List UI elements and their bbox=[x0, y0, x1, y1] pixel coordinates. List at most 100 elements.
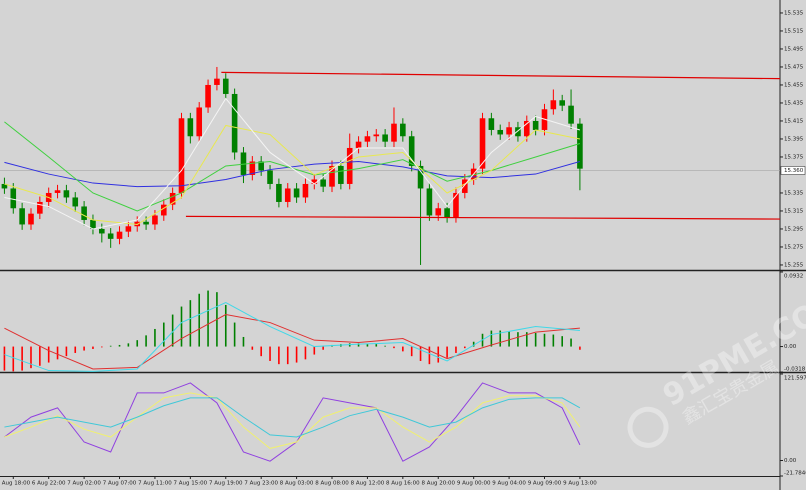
x-tick-label: 7 Aug 11:00 bbox=[138, 481, 172, 487]
histogram-bar bbox=[499, 330, 502, 347]
candle-body bbox=[205, 84, 211, 108]
histogram-bar bbox=[154, 328, 156, 347]
x-tick-label: 6 Aug 18:00 bbox=[0, 481, 31, 487]
candle-body bbox=[329, 165, 335, 187]
candle-body bbox=[488, 118, 495, 130]
candle-body bbox=[559, 100, 566, 106]
y-tick-label: 15.255 bbox=[784, 262, 804, 268]
x-tick-label: 9 Aug 13:00 bbox=[563, 481, 597, 487]
candle-body bbox=[143, 221, 149, 225]
candle-body bbox=[178, 118, 185, 193]
histogram-bar bbox=[295, 346, 298, 363]
histogram-bar bbox=[224, 304, 227, 347]
candle-body bbox=[311, 179, 318, 184]
y-tick-label: 15.495 bbox=[784, 46, 804, 52]
y-tick-label: -0.0318 bbox=[784, 367, 806, 373]
candle-body bbox=[107, 233, 114, 239]
candle-body bbox=[63, 190, 70, 198]
candle-body bbox=[10, 188, 17, 209]
candle-body bbox=[346, 147, 353, 184]
candle-body bbox=[426, 188, 433, 216]
candle-body bbox=[444, 208, 450, 218]
histogram-bar bbox=[189, 300, 192, 347]
candle-body bbox=[400, 123, 406, 137]
indicator-line bbox=[4, 392, 581, 449]
trendline bbox=[221, 71, 781, 80]
y-tick-label: 0.00 bbox=[784, 458, 797, 464]
histogram-bar bbox=[286, 346, 289, 365]
histogram-bar bbox=[101, 346, 103, 348]
candle-body bbox=[338, 165, 344, 184]
histogram-bar bbox=[419, 346, 422, 361]
histogram-bar bbox=[39, 346, 41, 366]
trendline bbox=[185, 215, 781, 220]
last-price-label: 15.360 bbox=[784, 168, 804, 174]
x-tick-label: 7 Aug 23:00 bbox=[244, 481, 278, 487]
histogram-bar bbox=[375, 344, 378, 347]
histogram-bar bbox=[278, 346, 280, 365]
x-tick-label: 7 Aug 02:00 bbox=[67, 481, 101, 487]
x-tick-label: 7 Aug 19:00 bbox=[209, 481, 243, 487]
histogram-bar bbox=[366, 344, 369, 347]
histogram-bar bbox=[561, 336, 564, 347]
histogram-bar bbox=[56, 346, 59, 360]
histogram-bar bbox=[410, 346, 413, 357]
histogram-bar bbox=[136, 340, 139, 347]
y-tick-label: 15.295 bbox=[784, 226, 804, 232]
candle-body bbox=[196, 107, 203, 137]
candle-body bbox=[515, 127, 521, 137]
candle-body bbox=[523, 120, 530, 137]
candle-body bbox=[258, 161, 264, 171]
indicator-line bbox=[4, 302, 580, 372]
histogram-bar bbox=[30, 346, 32, 369]
histogram-bar bbox=[508, 331, 510, 347]
histogram-bar bbox=[3, 346, 6, 371]
histogram-bar bbox=[109, 345, 112, 347]
candle-body bbox=[116, 231, 123, 239]
histogram-bar bbox=[242, 336, 245, 347]
y-tick-label: 15.535 bbox=[784, 10, 804, 16]
y-tick-label: 15.515 bbox=[784, 28, 804, 34]
histogram-bar bbox=[543, 333, 546, 347]
candle-body bbox=[577, 123, 583, 169]
candle-body bbox=[435, 208, 442, 216]
histogram-bar bbox=[145, 335, 147, 347]
histogram-bar bbox=[260, 346, 262, 357]
candle-body bbox=[28, 213, 34, 225]
histogram-bar bbox=[464, 346, 466, 349]
histogram-bar bbox=[579, 346, 581, 350]
candle-body bbox=[267, 170, 273, 184]
histogram-bar bbox=[12, 346, 15, 372]
candle-body bbox=[37, 201, 43, 214]
histogram-bar bbox=[233, 322, 236, 347]
indicator-line bbox=[4, 314, 580, 370]
last-price-box bbox=[780, 166, 806, 175]
candle-body bbox=[249, 161, 256, 175]
y-tick-label: 0.0932 bbox=[784, 274, 803, 280]
x-tick-label: 9 Aug 04:00 bbox=[492, 481, 526, 487]
candle-body bbox=[506, 127, 512, 135]
histogram-bar bbox=[83, 346, 85, 351]
histogram-bar bbox=[47, 346, 50, 363]
x-tick-label: 9 Aug 09:00 bbox=[528, 481, 562, 487]
indicator-line bbox=[4, 97, 581, 230]
histogram-bar bbox=[322, 346, 324, 350]
watermark-logo bbox=[627, 406, 669, 448]
histogram-bar bbox=[570, 338, 572, 347]
histogram-bar bbox=[357, 343, 360, 347]
histogram-bar bbox=[198, 293, 201, 347]
candle-body bbox=[453, 192, 459, 218]
x-tick-label: 6 Aug 22:00 bbox=[32, 481, 66, 487]
histogram-bar bbox=[393, 346, 395, 349]
candle-body bbox=[408, 136, 415, 166]
histogram-bar bbox=[65, 346, 68, 357]
histogram-bar bbox=[455, 346, 457, 353]
y-tick-label: 15.315 bbox=[784, 208, 804, 214]
histogram-bar bbox=[207, 290, 209, 347]
y-tick-label: 15.415 bbox=[784, 118, 804, 124]
candle-body bbox=[373, 134, 380, 137]
histogram-bar bbox=[127, 343, 130, 347]
histogram-bar bbox=[92, 346, 94, 349]
candle-body bbox=[99, 228, 105, 234]
histogram-bar bbox=[534, 332, 537, 347]
